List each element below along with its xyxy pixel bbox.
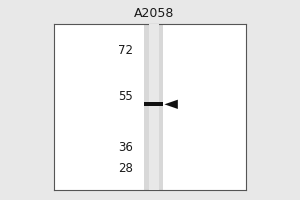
Polygon shape — [164, 100, 178, 109]
Bar — [144, 24, 164, 190]
Text: 36: 36 — [118, 141, 133, 154]
Text: 55: 55 — [118, 90, 133, 103]
Text: A2058: A2058 — [134, 7, 174, 20]
Text: 72: 72 — [118, 44, 133, 57]
Text: 28: 28 — [118, 162, 133, 175]
Bar — [144, 102, 164, 106]
Bar — [149, 24, 159, 190]
